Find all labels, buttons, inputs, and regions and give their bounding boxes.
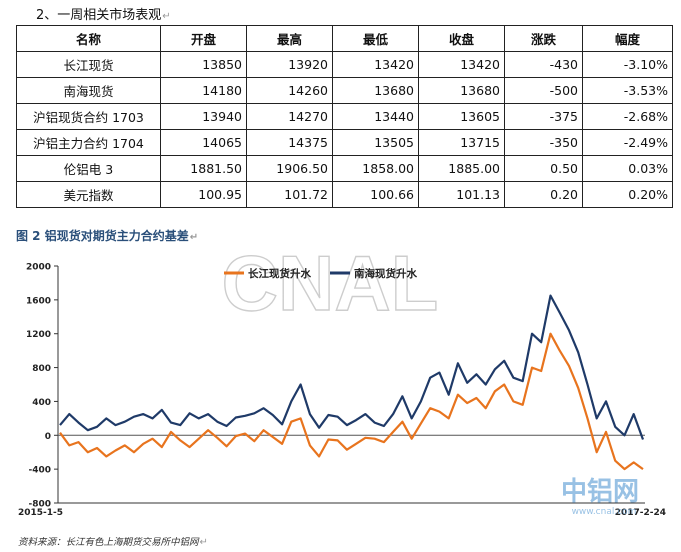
col-header-open: 开盘: [160, 25, 247, 52]
logo-text: 中铝网: [561, 477, 639, 507]
cell-high: 14270: [246, 103, 333, 130]
col-header-percent: 幅度: [582, 25, 673, 52]
cell-name: 南海现货: [16, 77, 161, 104]
cell-percent: -2.49%: [582, 129, 673, 156]
cell-name: 伦铝电 3: [16, 155, 161, 182]
section-title: 2、一周相关市场表观↵: [36, 8, 171, 23]
cell-close: 13420: [418, 51, 505, 78]
cell-low: 13505: [332, 129, 419, 156]
y-tick-label: 1600: [26, 296, 51, 306]
cell-open: 1881.50: [160, 155, 247, 182]
cell-high: 13920: [246, 51, 333, 78]
cell-name: 美元指数: [16, 181, 161, 208]
col-header-name: 名称: [16, 25, 161, 52]
cell-change: 0.50: [504, 155, 583, 182]
col-header-high: 最高: [246, 25, 333, 52]
figure-title: 图 2 铝现货对期货主力合约基差↵: [16, 229, 199, 243]
y-tick-label: 0: [45, 432, 51, 442]
table-row: 沪铝主力合约 1704 14065 14375 13505 13715 -350…: [16, 129, 673, 156]
legend: 长江现货升水 南海现货升水: [224, 267, 417, 280]
cell-change: -430: [504, 51, 583, 78]
y-tick-label: 400: [32, 398, 51, 408]
cell-percent: -3.10%: [582, 51, 673, 78]
cell-name: 长江现货: [16, 51, 161, 78]
cell-high: 14375: [246, 129, 333, 156]
cell-open: 14065: [160, 129, 247, 156]
cell-high: 14260: [246, 77, 333, 104]
x-start-label: 2015-1-5: [18, 508, 63, 518]
cell-name: 沪铝现货合约 1703: [16, 103, 161, 130]
col-header-low: 最低: [332, 25, 419, 52]
y-tick-label: -800: [28, 500, 51, 510]
table-row: 南海现货 14180 14260 13680 13680 -500 -3.53%: [16, 77, 673, 104]
cell-close: 13715: [418, 129, 505, 156]
logo-url: www.cnal.com: [572, 507, 637, 517]
cell-high: 101.72: [246, 181, 333, 208]
watermark-text: CNAL: [222, 248, 439, 327]
basis-line-chart: CNAL -800 -400 0 400 800 1200 1600 2000 长江现货升水 …: [18, 248, 666, 518]
cell-percent: 0.03%: [582, 155, 673, 182]
table-row: 长江现货 13850 13920 13420 13420 -430 -3.10%: [16, 51, 673, 78]
cell-change: 0.20: [504, 181, 583, 208]
series-line-changjiang: [59, 332, 644, 471]
source-note: 资料来源：长江有色上海期货交易所中铝网↵: [18, 537, 208, 548]
table-header-row: 名称 开盘 最高 最低 收盘 涨跌 幅度: [16, 25, 673, 52]
cell-open: 13940: [160, 103, 247, 130]
table-row: 伦铝电 3 1881.50 1906.50 1858.00 1885.00 0.…: [16, 155, 673, 182]
col-header-close: 收盘: [418, 25, 505, 52]
y-tick-label: 800: [32, 364, 51, 374]
table-row: 美元指数 100.95 101.72 100.66 101.13 0.20 0.…: [16, 181, 673, 208]
cell-close: 13605: [418, 103, 505, 130]
legend-label-changjiang: 长江现货升水: [248, 267, 311, 280]
legend-label-nanhai: 南海现货升水: [354, 267, 417, 280]
table-row: 沪铝现货合约 1703 13940 14270 13440 13605 -375…: [16, 103, 673, 130]
cell-close: 13680: [418, 77, 505, 104]
series-lines: [59, 294, 645, 471]
cell-close: 101.13: [418, 181, 505, 208]
cell-percent: 0.20%: [582, 181, 673, 208]
series-line-nanhai: [59, 294, 645, 440]
cell-open: 100.95: [160, 181, 247, 208]
cell-change: -350: [504, 129, 583, 156]
y-tick-label: 1200: [26, 330, 51, 340]
cell-low: 13680: [332, 77, 419, 104]
cell-percent: -3.53%: [582, 77, 673, 104]
cell-open: 13850: [160, 51, 247, 78]
y-axis: -800 -400 0 400 800 1200 1600 2000: [26, 263, 59, 510]
cell-change: -500: [504, 77, 583, 104]
cell-low: 13420: [332, 51, 419, 78]
x-end-label: 2017-2-24: [615, 508, 666, 518]
col-header-change: 涨跌: [504, 25, 583, 52]
cell-low: 1858.00: [332, 155, 419, 182]
cnal-logo: 中铝网 www.cnal.com: [561, 477, 639, 517]
y-tick-label: 2000: [26, 263, 51, 273]
cell-percent: -2.68%: [582, 103, 673, 130]
cell-change: -375: [504, 103, 583, 130]
cell-name: 沪铝主力合约 1704: [16, 129, 161, 156]
cell-open: 14180: [160, 77, 247, 104]
cell-low: 100.66: [332, 181, 419, 208]
y-tick-label: -400: [28, 466, 51, 476]
cell-high: 1906.50: [246, 155, 333, 182]
cell-low: 13440: [332, 103, 419, 130]
market-table: 名称 开盘 最高 最低 收盘 涨跌 幅度 长江现货 13850 13920 13…: [16, 25, 673, 208]
cell-close: 1885.00: [418, 155, 505, 182]
